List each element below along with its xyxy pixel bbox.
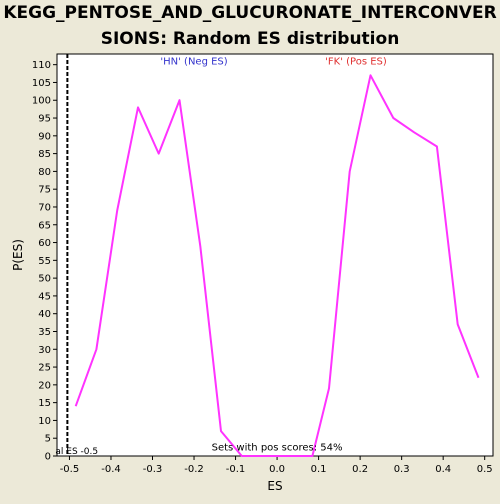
- x-tick-label: 0.2: [352, 464, 368, 475]
- y-tick-label: 50: [38, 274, 51, 285]
- x-tick-label: 0.4: [435, 464, 451, 475]
- y-tick-label: 35: [38, 327, 51, 338]
- x-tick-label: -0.2: [184, 464, 204, 475]
- y-tick-label: 30: [38, 345, 51, 356]
- y-tick-label: 45: [38, 291, 51, 302]
- y-tick-label: 105: [32, 78, 51, 89]
- y-tick-label: 5: [45, 434, 51, 445]
- x-tick-label: -0.1: [226, 464, 246, 475]
- y-tick-label: 60: [38, 238, 51, 249]
- y-tick-label: 25: [38, 363, 51, 374]
- y-tick-label: 55: [38, 256, 51, 267]
- y-tick-label: 65: [38, 220, 51, 231]
- actual-es-label: al ES -0.5: [55, 447, 98, 457]
- y-tick-label: 20: [38, 380, 51, 391]
- x-tick-label: -0.4: [101, 464, 121, 475]
- plot-area: [57, 54, 493, 456]
- y-tick-label: 70: [38, 202, 51, 213]
- y-tick-label: 75: [38, 185, 51, 196]
- x-tick-label: -0.5: [60, 464, 80, 475]
- y-tick-label: 80: [38, 167, 51, 178]
- y-tick-label: 0: [45, 452, 51, 463]
- y-axis-label: P(ES): [11, 239, 25, 271]
- y-tick-label: 15: [38, 398, 51, 409]
- y-tick-label: 100: [32, 96, 51, 107]
- y-tick-label: 10: [38, 416, 51, 427]
- x-tick-label: 0.3: [394, 464, 410, 475]
- annotation: 'HN' (Neg ES): [160, 57, 227, 68]
- y-tick-label: 40: [38, 309, 51, 320]
- y-tick-label: 90: [38, 131, 51, 142]
- x-tick-label: 0.1: [311, 464, 327, 475]
- y-tick-label: 95: [38, 114, 51, 125]
- chart-title-line1: KEGG_PENTOSE_AND_GLUCURONATE_INTERCONVER: [3, 3, 496, 23]
- x-tick-label: 0.0: [269, 464, 285, 475]
- y-tick-label: 85: [38, 149, 51, 160]
- x-tick-label: -0.3: [143, 464, 163, 475]
- y-tick-label: 110: [32, 60, 51, 71]
- annotation: 'FK' (Pos ES): [325, 57, 387, 68]
- x-tick-label: 0.5: [477, 464, 493, 475]
- y-axis: 0 5 10 15 20 25 30 35 40 45 50 55 60 65 70 75 80 85 90 95 10…: [32, 60, 57, 462]
- annotation: Sets with pos scores: 54%: [212, 443, 343, 454]
- x-axis: -0.5 -0.4 -0.3 -0.2 -0.1 0.0 0.1 0.2 0.3 0.4 0.5: [60, 456, 493, 475]
- chart-title-line2: SIONS: Random ES distribution: [101, 29, 400, 49]
- x-axis-label: ES: [267, 479, 282, 493]
